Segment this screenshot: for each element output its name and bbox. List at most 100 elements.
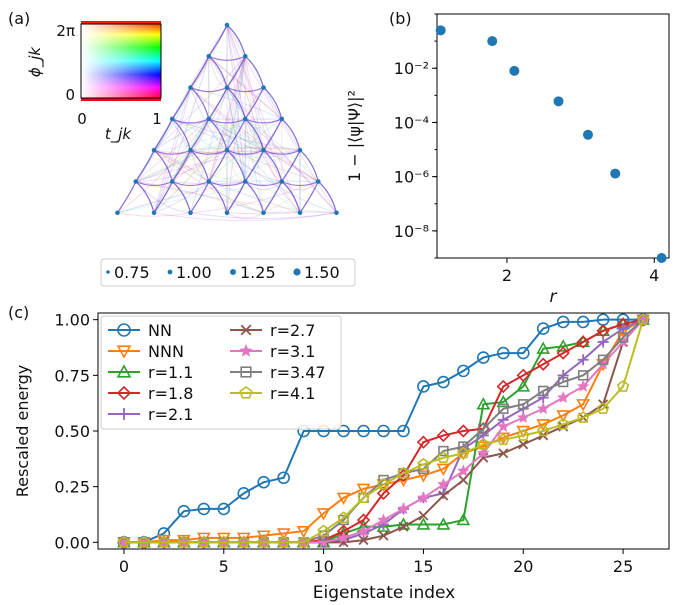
legend-label-r=4.1: r=4.1: [270, 384, 315, 403]
series-point: [517, 411, 530, 423]
series-point: [377, 424, 390, 438]
inset-xlabel: t_jk: [105, 125, 133, 144]
series-point: [257, 475, 271, 489]
lattice-coupling: [171, 118, 301, 214]
lattice-coupling: [190, 87, 228, 213]
series-point: [457, 464, 470, 477]
series-point: [636, 313, 650, 325]
series-point: [497, 420, 510, 432]
series-point: [277, 535, 290, 548]
inset-ytick-bottom: 0: [65, 86, 75, 104]
lattice-coupling: [244, 118, 264, 213]
series-point: [536, 357, 550, 371]
lattice-site: [261, 210, 266, 216]
panel-b-point: [610, 168, 621, 179]
lattice-nn-coupling: [190, 149, 210, 182]
lattice-coupling: [172, 118, 264, 151]
series-point: [476, 441, 491, 454]
series-point: [556, 391, 570, 403]
series-point: [556, 339, 571, 352]
lattice-site: [224, 210, 230, 216]
lattice-coupling: [153, 56, 210, 214]
panel-b-point: [582, 129, 593, 140]
panel-b-label: (b): [389, 9, 412, 28]
panel-b-ytick-label: 10⁻⁴: [394, 113, 429, 132]
lattice-nn-coupling: [244, 181, 265, 213]
series-point: [217, 502, 231, 516]
series-point: [537, 392, 549, 404]
series-point: [157, 535, 171, 548]
series-point: [518, 439, 529, 450]
legend-marker-r=1.8: [116, 385, 132, 401]
series-point: [576, 335, 590, 349]
inset-xtick-right: 1: [152, 110, 162, 128]
lattice-coupling: [190, 147, 301, 151]
lattice-nn-coupling: [263, 149, 283, 182]
lattice-coupling: [172, 118, 301, 151]
lattice-nn-coupling: [171, 118, 192, 151]
lattice-coupling: [190, 181, 319, 214]
series-point: [476, 397, 491, 410]
series-point: [397, 466, 410, 479]
series-point: [398, 521, 409, 532]
series-point: [537, 424, 550, 437]
lattice-coupling: [135, 118, 282, 182]
series-point: [416, 435, 431, 449]
series-point: [417, 380, 430, 393]
lattice-nn-coupling: [299, 149, 319, 182]
series-point: [137, 535, 151, 548]
series-point: [438, 490, 449, 501]
series-point: [478, 423, 489, 434]
lattice-site: [242, 179, 248, 184]
panel-a-legend-frame: [100, 258, 356, 287]
lattice-nn-coupling: [281, 118, 301, 151]
lattice-nn-coupling: [226, 149, 264, 155]
lattice-site: [279, 116, 285, 122]
series-point: [376, 486, 391, 500]
lattice-coupling: [153, 149, 191, 214]
lattice-coupling: [244, 118, 337, 214]
legend-marker-NNN: [116, 345, 132, 359]
lattice-coupling: [226, 56, 246, 151]
lattice-coupling: [135, 149, 228, 182]
lattice-coupling: [117, 181, 282, 214]
panel-c-xtick-label: 20: [513, 557, 533, 576]
series-point: [437, 451, 450, 463]
lattice-coupling: [135, 149, 191, 182]
panel-b-point: [487, 36, 498, 47]
lattice-site: [224, 85, 230, 90]
lattice-nn-coupling: [244, 118, 265, 151]
legend-marker-1.50: [293, 268, 301, 276]
lattice-site: [169, 179, 175, 184]
lattice-sites: [115, 22, 339, 216]
series-point: [337, 511, 350, 524]
lattice-coupling: [226, 149, 337, 214]
series-point: [577, 370, 589, 381]
panel-c-xlabel: Eigenstate index: [313, 583, 455, 603]
series-point: [337, 531, 350, 544]
series-point: [596, 402, 610, 414]
lattice-coupling: [244, 118, 301, 214]
series-point: [177, 535, 191, 548]
panel-c-ytick-label: 0.00: [54, 533, 90, 552]
lattice-coupling: [117, 181, 246, 214]
lattice-coupling: [208, 55, 283, 120]
series-point: [617, 323, 629, 335]
series-line: [123, 319, 645, 544]
lattice-coupling: [171, 24, 228, 120]
lattice-nn-coupling: [135, 180, 173, 187]
series-point: [576, 315, 590, 329]
panel-b-point: [553, 96, 564, 107]
series-point: [257, 535, 270, 548]
panel-b-point: [509, 65, 520, 76]
panel-c-xtick-label: 15: [413, 557, 433, 576]
lattice-nn-coupling: [226, 24, 246, 57]
series-point: [296, 525, 311, 539]
lattice-nn-coupling: [190, 87, 228, 93]
lattice-coupling: [208, 118, 283, 182]
series-point: [437, 477, 450, 490]
series-line: [123, 318, 644, 544]
lattice-nn-coupling: [208, 118, 246, 124]
lattice-nn-coupling: [226, 149, 246, 182]
